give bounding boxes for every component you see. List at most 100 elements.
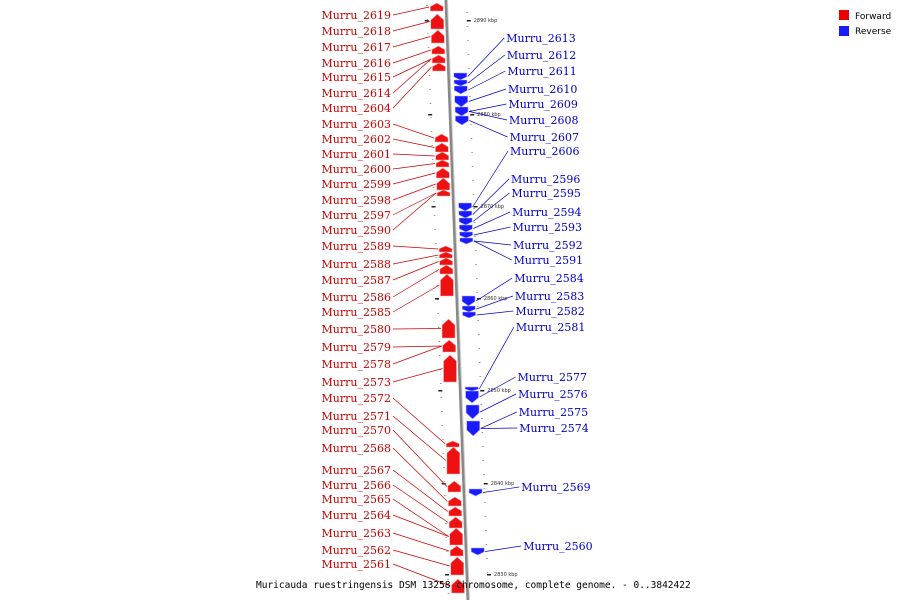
forward-leader-line <box>392 163 436 170</box>
reverse-gene-label: Murru_2613 <box>506 32 575 45</box>
forward-leader-line <box>392 469 448 512</box>
legend-swatch-forward <box>839 10 849 20</box>
forward-gene-shape <box>439 257 453 266</box>
axis-tick-right <box>470 138 473 139</box>
reverse-leader-line <box>478 326 515 390</box>
axis-tick-right <box>484 516 487 517</box>
forward-gene-label: Murru_2597 <box>322 209 391 222</box>
reverse-gene-label: Murru_2576 <box>518 388 587 401</box>
kbp-tick-left <box>431 206 436 208</box>
kbp-label: 2890 kbp <box>474 18 498 24</box>
reverse-leader-line <box>472 192 510 222</box>
forward-gene-label: Murru_2586 <box>322 291 391 304</box>
forward-gene-shape <box>435 159 450 168</box>
reverse-gene-shape <box>466 420 481 437</box>
forward-gene-label: Murru_2561 <box>322 558 391 571</box>
reverse-gene-shape <box>455 115 469 126</box>
axis-tick-left <box>429 103 432 104</box>
forward-leader-line <box>392 415 447 461</box>
axis-tick-right <box>476 306 479 307</box>
forward-gene-label: Murru_2579 <box>322 341 391 354</box>
kbp-label: 2840 kbp <box>491 481 515 487</box>
axis-tick-left <box>441 411 443 412</box>
forward-gene-label: Murru_2590 <box>322 224 391 237</box>
reverse-gene-label: Murru_2606 <box>510 145 579 158</box>
axis-tick-right <box>480 404 483 405</box>
reverse-genes: Murru_2613 Murru_2612 Murru_2611 Murru_2610… <box>453 32 593 556</box>
forward-leader-line <box>392 484 449 523</box>
forward-gene-shape <box>441 318 456 339</box>
axis-tick-right <box>471 152 473 153</box>
forward-gene-shape <box>449 545 464 557</box>
axis-tick-right <box>470 124 472 125</box>
axis-tick-right <box>481 432 484 433</box>
forward-leader-line <box>392 284 440 313</box>
reverse-gene-shape <box>464 386 479 392</box>
forward-leader-line <box>392 172 436 185</box>
forward-leader-line <box>392 36 431 48</box>
reverse-gene-label: Murru_2577 <box>518 371 587 384</box>
reverse-gene-shape <box>458 210 473 219</box>
axis-tick-left <box>434 243 437 244</box>
forward-leader-line <box>392 192 437 216</box>
chromosome-axis-line <box>444 0 470 600</box>
forward-leader-line <box>392 532 450 552</box>
reverse-gene-shape <box>454 106 469 117</box>
kbp-tick-left <box>441 483 446 485</box>
axis-tick-left <box>433 215 436 216</box>
forward-leader-line <box>392 345 442 348</box>
forward-leader-line <box>392 345 442 365</box>
forward-gene-shape <box>438 245 453 253</box>
reverse-gene-label: Murru_2594 <box>512 206 581 219</box>
axis-tick-right <box>472 194 475 195</box>
forward-leader-line <box>392 192 437 231</box>
axis-tick-right <box>474 236 476 237</box>
axis-tick-left <box>426 19 429 20</box>
axis-tick-right <box>467 40 469 41</box>
reverse-gene-shape <box>453 85 468 95</box>
forward-leader-line <box>392 397 446 445</box>
reverse-leader-line <box>469 103 507 112</box>
axis-tick-left <box>443 481 446 482</box>
axis-tick-right <box>486 572 489 573</box>
axis-tick-left <box>439 369 442 370</box>
forward-gene-label: Murru_2587 <box>322 274 391 287</box>
forward-leader-line <box>392 261 439 281</box>
forward-gene-label: Murru_2614 <box>322 87 391 100</box>
axis-tick-left <box>430 131 433 132</box>
forward-genes: Murru_2619 Murru_2618 Murru_2617 Murru_2616… <box>322 2 465 594</box>
forward-gene-shape <box>432 62 446 72</box>
forward-gene-label: Murru_2567 <box>322 464 391 477</box>
kbp-tick-left <box>428 114 433 116</box>
reverse-leader-line <box>468 88 507 102</box>
reverse-gene-shape <box>459 224 473 233</box>
forward-gene-label: Murru_2562 <box>322 544 391 557</box>
axis-tick-right <box>468 82 471 83</box>
forward-gene-shape <box>436 167 450 179</box>
axis-tick-left <box>442 453 445 454</box>
kbp-label: 2830 kbp <box>494 572 518 578</box>
forward-gene-shape <box>449 527 463 546</box>
axis-tick-left <box>438 341 441 342</box>
reverse-leader-line <box>480 427 518 429</box>
axis-tick-left <box>435 257 437 258</box>
forward-gene-shape <box>448 516 463 529</box>
axis-tick-right <box>472 180 474 181</box>
axis-tick-right <box>468 68 470 69</box>
axis-tick-left <box>435 271 438 272</box>
forward-leader-line <box>392 563 451 587</box>
axis-tick-right <box>479 376 482 377</box>
axis-tick-right <box>475 264 477 265</box>
forward-gene-shape <box>448 496 462 507</box>
kbp-tick-left <box>434 298 439 300</box>
forward-gene-shape <box>439 251 453 259</box>
kbp-label: 2850 kbp <box>487 388 511 394</box>
kbp-tick <box>473 206 478 208</box>
forward-leader-line <box>392 514 449 537</box>
axis-tick-right <box>466 12 468 13</box>
forward-gene-label: Murru_2589 <box>322 240 391 253</box>
kbp-label: 2870 kbp <box>481 204 505 210</box>
reverse-leader-line <box>473 211 511 229</box>
axis-tick-right <box>474 250 477 251</box>
kbp-label: 2880 kbp <box>477 112 501 118</box>
